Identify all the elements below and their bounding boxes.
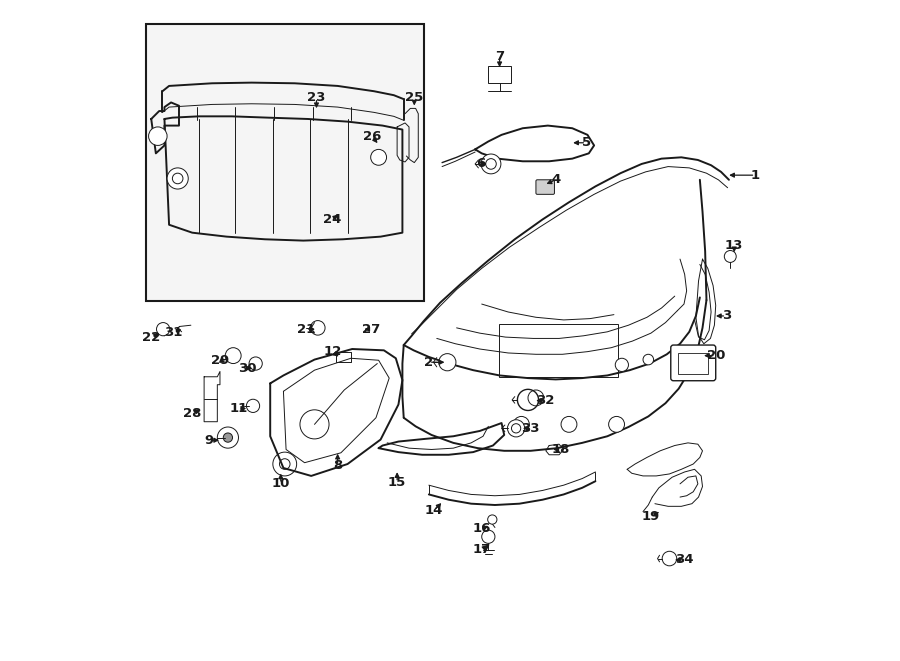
- FancyBboxPatch shape: [670, 345, 716, 381]
- Circle shape: [643, 354, 653, 365]
- Circle shape: [662, 551, 677, 566]
- Circle shape: [514, 416, 529, 432]
- Circle shape: [249, 357, 262, 370]
- Text: 20: 20: [706, 349, 724, 362]
- Text: 25: 25: [405, 91, 423, 104]
- Bar: [489, 66, 511, 83]
- Text: 32: 32: [536, 394, 554, 407]
- Circle shape: [518, 389, 538, 410]
- Text: 3: 3: [722, 309, 731, 323]
- Circle shape: [488, 515, 497, 524]
- Circle shape: [300, 410, 329, 439]
- Circle shape: [482, 154, 501, 174]
- Text: 2: 2: [424, 356, 434, 369]
- Circle shape: [511, 424, 521, 433]
- Circle shape: [273, 452, 297, 476]
- Text: 14: 14: [425, 504, 444, 517]
- Circle shape: [223, 433, 232, 442]
- Bar: [499, 324, 618, 377]
- Text: 8: 8: [333, 459, 342, 472]
- Text: 28: 28: [183, 407, 202, 420]
- Circle shape: [225, 348, 241, 364]
- Text: 34: 34: [675, 553, 693, 566]
- Circle shape: [616, 358, 628, 371]
- Text: 19: 19: [642, 510, 660, 524]
- Text: 24: 24: [323, 213, 341, 226]
- Circle shape: [561, 416, 577, 432]
- Text: 5: 5: [581, 136, 590, 149]
- Circle shape: [371, 149, 386, 165]
- Text: 23: 23: [307, 91, 326, 104]
- Text: 33: 33: [521, 422, 540, 435]
- Circle shape: [310, 321, 325, 335]
- Text: 10: 10: [272, 477, 290, 490]
- Circle shape: [217, 427, 239, 448]
- Text: 13: 13: [725, 239, 743, 253]
- Text: 7: 7: [495, 50, 504, 63]
- Text: 27: 27: [362, 323, 380, 336]
- Circle shape: [148, 127, 167, 145]
- Bar: [678, 353, 708, 374]
- Circle shape: [608, 416, 625, 432]
- Text: 1: 1: [751, 169, 760, 182]
- Text: 4: 4: [551, 173, 561, 186]
- Text: 6: 6: [476, 157, 485, 171]
- Text: 9: 9: [205, 434, 214, 447]
- Circle shape: [280, 459, 290, 469]
- Circle shape: [724, 251, 736, 262]
- Circle shape: [439, 354, 456, 371]
- Text: 21: 21: [297, 323, 315, 336]
- Circle shape: [157, 323, 170, 336]
- FancyBboxPatch shape: [536, 180, 554, 194]
- Text: 26: 26: [363, 130, 382, 143]
- Text: 11: 11: [230, 402, 248, 415]
- Circle shape: [167, 168, 188, 189]
- Circle shape: [247, 399, 259, 412]
- Text: 16: 16: [472, 522, 490, 535]
- Text: 12: 12: [323, 345, 341, 358]
- Circle shape: [508, 420, 525, 437]
- Text: 15: 15: [388, 476, 406, 489]
- Text: 30: 30: [238, 362, 257, 375]
- Text: 17: 17: [472, 543, 490, 557]
- Bar: [146, 24, 424, 301]
- Circle shape: [173, 173, 183, 184]
- Circle shape: [486, 159, 496, 169]
- Circle shape: [482, 530, 495, 543]
- Text: 22: 22: [142, 330, 160, 344]
- Text: 18: 18: [552, 443, 571, 456]
- Text: 29: 29: [211, 354, 230, 367]
- Text: 31: 31: [165, 326, 183, 339]
